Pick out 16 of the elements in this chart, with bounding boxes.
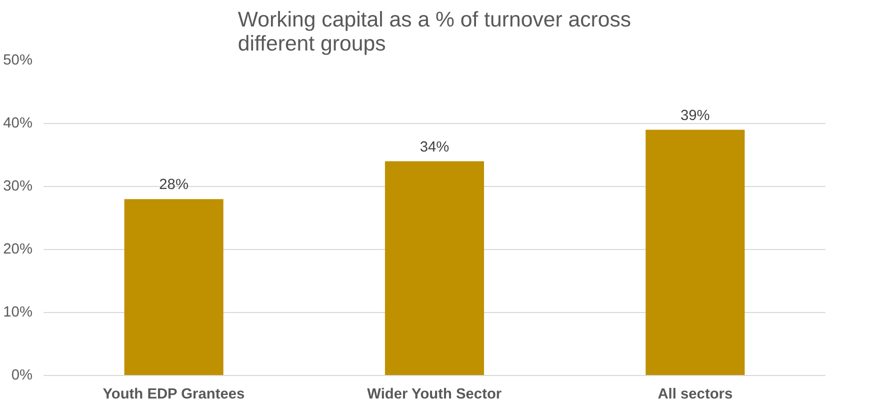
- x-tick-label: Wider Youth Sector: [367, 386, 502, 402]
- y-tick-label: 30%: [3, 178, 33, 194]
- data-label: 28%: [159, 177, 189, 194]
- bar: [124, 199, 224, 376]
- y-tick-label: 20%: [3, 242, 33, 258]
- y-tick-label: 10%: [3, 304, 33, 320]
- data-label: 34%: [420, 139, 450, 156]
- bar: [646, 130, 745, 376]
- chart-title: Working capital as a % of turnover across different groups: [238, 8, 632, 56]
- y-tick-label: 40%: [3, 116, 33, 132]
- x-tick-label: All sectors: [658, 386, 733, 402]
- y-tick-label: 0%: [11, 368, 33, 384]
- data-label: 39%: [680, 108, 710, 124]
- y-tick-label: 50%: [3, 52, 33, 68]
- x-tick-label: Youth EDP Grantees: [102, 386, 245, 402]
- bar: [384, 161, 484, 376]
